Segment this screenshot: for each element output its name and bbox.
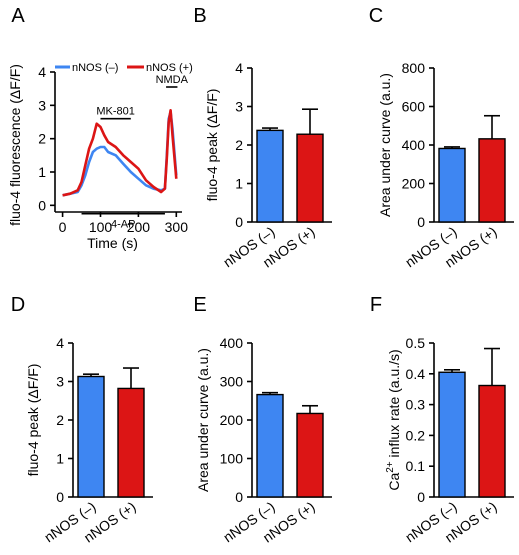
panel-f-bar-nnos-minus xyxy=(438,371,466,498)
panel-f-y-tick-label: 0.5 xyxy=(406,335,426,351)
panel-e-y-tick-label: 300 xyxy=(220,374,244,390)
panel-e-y-tick-label: 200 xyxy=(220,412,244,428)
panel-a-label: A xyxy=(11,5,25,27)
panel-d-y-label: fluo-4 peak (ΔF/F) xyxy=(25,364,41,477)
panel-a-mk801-label: MK-801 xyxy=(96,106,135,118)
panel-a-series-nnos-minus-line xyxy=(62,110,178,197)
panel-b-y-tick-label: 0 xyxy=(235,214,243,230)
panel-f-y-tick-label: 0.2 xyxy=(406,427,426,443)
panel-d-y-tick-label: 2 xyxy=(56,412,64,428)
panel-d-bar-nnos-plus xyxy=(117,387,145,498)
panel-a-x-tick-label: 0 xyxy=(59,219,67,235)
panel-f-y-tick-label: 0 xyxy=(417,489,425,505)
panel-c-y-tick-label: 600 xyxy=(402,99,426,115)
panel-a-y-label: fluo-4 fluorescence (ΔF/F) xyxy=(7,64,23,226)
panel-a-x-label: Time (s) xyxy=(87,235,138,251)
panel-f-y-label: Ca2+ influx rate (a.u./s) xyxy=(385,349,402,490)
panel-a-x-tick-label: 200 xyxy=(127,219,151,235)
panel-a-y-tick-label: 2 xyxy=(38,131,46,147)
panel-a-y-tick-label: 1 xyxy=(38,164,46,180)
panel-c-y-tick-label: 400 xyxy=(402,137,426,153)
panel-e-y-tick-label: 400 xyxy=(220,335,244,351)
panel-f-y-label-base: Ca xyxy=(386,473,402,491)
panel-e-label: E xyxy=(193,294,206,316)
panel-d-y-tick-label: 1 xyxy=(56,451,64,467)
panel-a-4ap-label: 4-AP xyxy=(111,219,135,231)
panel-c-y-tick-label: 800 xyxy=(402,60,426,76)
panel-c-y-tick-label: 200 xyxy=(402,176,426,192)
panel-a-legend-label-blue: nNOS (–) xyxy=(72,62,118,74)
panel-e-bar-nnos-plus xyxy=(296,412,324,498)
panel-d-bar-nnos-minus xyxy=(77,375,105,498)
panel-e-y-label: Area under curve (a.u.) xyxy=(195,348,211,492)
panel-d-label: D xyxy=(11,294,25,316)
panel-a-x-tick-label: 100 xyxy=(89,219,113,235)
panel-f-y-tick-label: 0.3 xyxy=(406,397,426,413)
panel-e-y-tick-label: 100 xyxy=(220,451,244,467)
panel-d-y-tick-label: 0 xyxy=(56,489,64,505)
panel-a-series-nnos-plus-line xyxy=(62,109,178,197)
panel-c-bar-nnos-plus xyxy=(478,138,506,223)
panel-f-y-label-rest: influx rate (a.u./s) xyxy=(386,349,402,461)
panel-f-y-tick-label: 0.4 xyxy=(406,366,426,382)
panel-a-nmda-label: NMDA xyxy=(156,74,189,86)
panel-d-y-tick-label: 4 xyxy=(56,335,64,351)
panel-b-bar-nnos-plus xyxy=(296,133,324,223)
panel-d-y-tick-label: 3 xyxy=(56,374,64,390)
panel-c-label: C xyxy=(369,5,383,27)
panel-b-bar-nnos-minus xyxy=(256,129,284,223)
panel-c-bar-nnos-minus xyxy=(438,147,466,223)
panel-f-y-label-sup: 2+ xyxy=(385,461,396,473)
panel-b-y-tick-label: 2 xyxy=(235,137,243,153)
panel-f-bar-nnos-plus xyxy=(478,384,506,498)
panel-e-y-tick-label: 0 xyxy=(235,489,243,505)
panel-b-y-tick-label: 3 xyxy=(235,99,243,115)
panel-a-legend-label-red: nNOS (+) xyxy=(146,62,193,74)
panel-c-y-label: Area under curve (a.u.) xyxy=(377,73,393,217)
panel-a-y-tick-label: 0 xyxy=(38,197,46,213)
panel-b-label: B xyxy=(193,5,206,27)
panel-f-label: F xyxy=(370,294,382,316)
panel-b-y-tick-label: 4 xyxy=(235,60,243,76)
panel-c-y-tick-label: 0 xyxy=(417,214,425,230)
panel-e-bar-nnos-minus xyxy=(256,393,284,498)
panel-a-y-tick-label: 4 xyxy=(38,64,46,80)
panel-b-y-label: fluo-4 peak (ΔF/F) xyxy=(204,89,220,202)
panel-b-y-tick-label: 1 xyxy=(235,176,243,192)
panel-a-y-tick-label: 3 xyxy=(38,97,46,113)
panel-a-x-tick-label: 300 xyxy=(165,219,189,235)
panel-f-y-tick-label: 0.1 xyxy=(406,458,426,474)
